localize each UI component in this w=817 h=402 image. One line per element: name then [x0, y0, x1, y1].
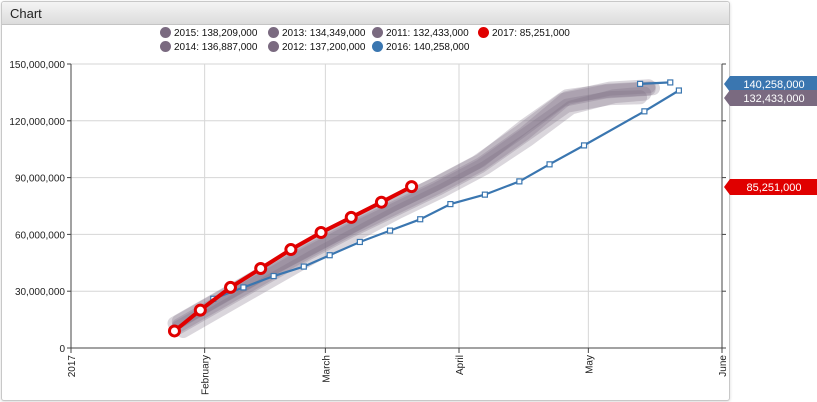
legend-label: 2012: 137,200,000 — [282, 42, 366, 53]
data-point — [300, 263, 307, 270]
x-tick-label: May — [584, 355, 595, 374]
data-point — [675, 87, 682, 94]
series-line-2016-tail — [640, 81, 671, 85]
legend-item[interactable]: 2016: 140,258,000 — [372, 41, 469, 54]
legend-label: 2011: 132,433,000 — [386, 28, 469, 39]
legend-swatch — [160, 27, 171, 38]
data-point — [667, 79, 674, 86]
x-tick-label: March — [321, 355, 332, 383]
x-tick-label: April — [455, 355, 466, 375]
data-point — [405, 180, 419, 194]
x-tick-label: 2017 — [67, 355, 78, 378]
data-point — [641, 108, 648, 115]
data-point — [193, 303, 207, 317]
legend-item[interactable]: 2014: 136,887,000 — [160, 41, 257, 54]
end-label-text: 132,433,000 — [743, 93, 804, 105]
data-point — [167, 324, 181, 338]
legend-swatch — [160, 41, 171, 52]
legend-label: 2017: 85,251,000 — [492, 28, 570, 39]
legend-item[interactable]: 2012: 137,200,000 — [268, 41, 365, 54]
end-label-box — [724, 90, 817, 106]
data-point — [284, 243, 298, 257]
legend-label: 2014: 136,887,000 — [174, 42, 258, 53]
series-line-2012 — [171, 81, 660, 329]
legend-item[interactable]: 2017: 85,251,000 — [478, 27, 570, 40]
data-point — [580, 142, 588, 149]
series-line-2013 — [176, 86, 652, 338]
data-point — [314, 226, 328, 240]
x-tick-label: June — [718, 355, 729, 377]
legend-item[interactable]: 2015: 138,209,000 — [160, 27, 257, 40]
data-point — [417, 216, 424, 223]
legend-swatch — [268, 41, 279, 52]
data-point — [344, 210, 358, 224]
legend-label: 2015: 138,209,000 — [174, 28, 258, 39]
legend-swatch — [372, 41, 383, 52]
legend-swatch — [372, 27, 383, 38]
chart-window: Chart — [1, 1, 730, 401]
data-point — [224, 280, 238, 294]
data-point — [481, 191, 488, 198]
legend-item[interactable]: 2013: 134,349,000 — [268, 27, 365, 40]
data-point — [270, 272, 277, 280]
data-point — [546, 161, 553, 168]
end-label-text: 140,258,000 — [743, 79, 804, 91]
data-point — [516, 178, 523, 185]
series-line-2014 — [167, 81, 656, 331]
y-tick-label: 150,000,000 — [9, 60, 65, 71]
data-point — [356, 238, 363, 246]
data-point — [240, 284, 247, 291]
window-title: Chart — [10, 6, 42, 21]
y-tick-label: 90,000,000 — [15, 174, 65, 185]
x-tick-label: February — [201, 355, 212, 395]
data-point — [254, 261, 268, 275]
data-point — [636, 80, 644, 87]
end-label-box — [724, 179, 817, 195]
y-tick-label: 30,000,000 — [15, 287, 65, 298]
window-titlebar: Chart — [2, 2, 729, 25]
data-point — [326, 252, 333, 259]
end-label-text: 85,251,000 — [746, 182, 801, 194]
y-tick-label: 60,000,000 — [15, 230, 65, 241]
legend-label: 2016: 140,258,000 — [386, 42, 470, 53]
data-point — [386, 227, 394, 234]
legend-label: 2013: 134,349,000 — [282, 28, 366, 39]
legend-item[interactable]: 2011: 132,433,000 — [372, 27, 469, 40]
y-tick-label: 120,000,000 — [9, 117, 65, 128]
data-point — [447, 201, 454, 208]
end-label-box — [724, 76, 817, 92]
series-line-2015 — [171, 79, 656, 333]
y-tick-label: 0 — [59, 344, 65, 355]
data-point — [374, 195, 388, 209]
legend-swatch — [478, 27, 489, 38]
legend-swatch — [268, 27, 279, 38]
